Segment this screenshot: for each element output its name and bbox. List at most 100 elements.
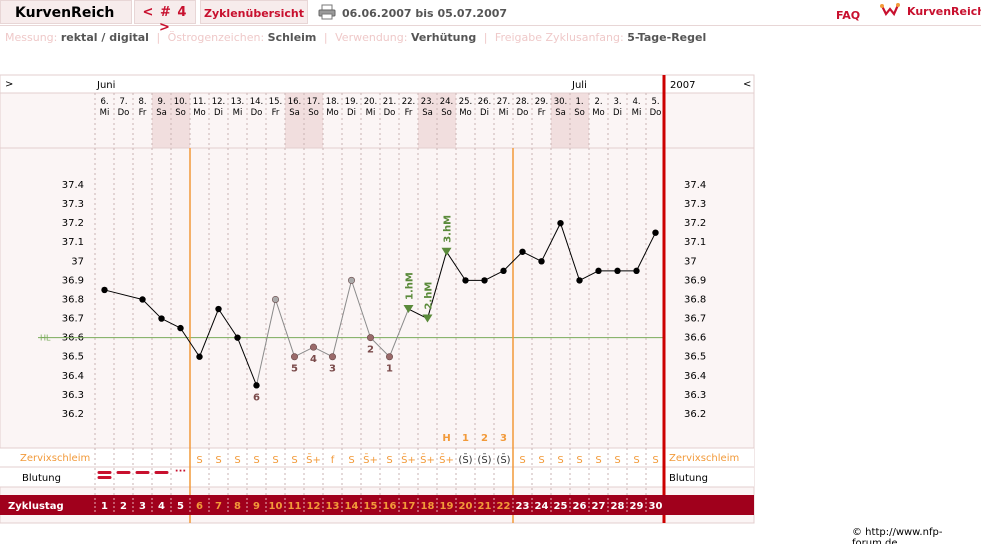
bleeding-mark: [154, 471, 169, 474]
y-tick-label-right: 36.2: [684, 409, 706, 420]
cycle-day-number: 16: [383, 501, 397, 512]
cycle-day-number: 17: [402, 501, 416, 512]
usage-value: Verhütung: [410, 31, 477, 44]
cervix-mark: (S̄): [458, 453, 472, 466]
cycle-navigation[interactable]: < # 4 >: [134, 0, 196, 35]
day-date-label: 17.: [307, 97, 321, 107]
cycle-start-rule-label: Freigabe Zyklusanfang:: [494, 31, 624, 44]
y-tick-label-left: 36.5: [62, 352, 84, 363]
day-date-label: 10.: [174, 97, 188, 107]
day-date-label: 19.: [345, 97, 359, 107]
temperature-line-segment: [351, 280, 371, 338]
bleeding-row-label-right: Blutung: [669, 473, 708, 484]
cervix-mark: S: [272, 455, 278, 466]
y-tick-label-right: 37: [684, 256, 697, 267]
cycle-day-number: 1: [101, 501, 108, 512]
excluded-count-label: 3: [329, 364, 336, 375]
temperature-point: [366, 334, 374, 342]
brand-logo-icon: [880, 3, 900, 17]
day-weekday-label: Mo: [326, 108, 339, 118]
cycle-start-rule-value: 5-Tage-Regel: [627, 31, 707, 44]
day-weekday-label: Fr: [405, 108, 413, 118]
higher-temperature-label: 3.hM: [443, 215, 454, 243]
cervix-peak-marker: 2: [481, 433, 488, 444]
brand-name: KurvenReich: [907, 5, 981, 18]
separator: |: [156, 31, 161, 44]
temperature-point: [309, 343, 317, 351]
cervix-mark: (S̄): [496, 453, 510, 466]
day-weekday-label: Mi: [233, 108, 243, 118]
temperature-point: [481, 277, 488, 284]
cervix-mark: S̄+: [420, 453, 435, 466]
temperature-point: [215, 305, 222, 313]
y-tick-label-left: 36.3: [62, 390, 84, 401]
higher-temperature-marker: [422, 314, 433, 323]
top-bar: KurvenReich < # 4 > Zyklenübersicht 06.0…: [0, 0, 981, 35]
day-date-label: 16.: [288, 97, 302, 107]
y-tick-label-right: 37.4: [684, 180, 706, 191]
day-weekday-label: Do: [118, 108, 130, 118]
temperature-line-segment: [199, 308, 219, 357]
bleeding-mark: [135, 471, 150, 474]
cycle-day-number: 28: [611, 501, 625, 512]
weekend-column-bg: [152, 93, 171, 148]
cycle-overview-button[interactable]: Zyklenübersicht: [200, 0, 308, 24]
temperature-line-segment: [560, 223, 580, 281]
y-tick-label-right: 36.7: [684, 314, 706, 325]
day-date-label: 23.: [421, 97, 435, 107]
day-date-label: 6.: [100, 97, 108, 107]
temperature-point: [538, 258, 545, 265]
day-date-label: 4.: [632, 97, 640, 107]
estrogen-value: Schleim: [267, 31, 317, 44]
y-tick-label-left: 36.8: [62, 294, 84, 305]
cycle-day-number: 4: [158, 501, 165, 512]
day-date-label: 28.: [516, 97, 530, 107]
printer-icon[interactable]: [318, 4, 336, 20]
cycle-day-number: 8: [234, 501, 241, 512]
higher-temperature-label: 2.hM: [424, 282, 435, 310]
temperature-point: [557, 219, 564, 227]
cervix-mark: S̄+: [401, 453, 416, 466]
cervix-mark: S: [652, 455, 658, 466]
day-weekday-label: So: [308, 108, 319, 118]
cervix-mark: S: [386, 455, 392, 466]
day-weekday-label: Mo: [459, 108, 472, 118]
y-tick-label-right: 37.3: [684, 199, 706, 210]
temperature-point: [290, 353, 298, 361]
cervix-row-label-right: Zervixschleim: [669, 453, 739, 464]
cycle-day-number: 26: [573, 501, 587, 512]
weekend-column-bg: [418, 93, 437, 148]
weekend-column-bg: [570, 93, 589, 148]
cervix-mark: S: [557, 455, 563, 466]
temperature-point: [234, 334, 241, 341]
day-weekday-label: Fr: [538, 108, 546, 118]
cycle-day-number: 5: [177, 501, 184, 512]
weekend-column-bg: [551, 93, 570, 148]
temperature-line-segment: [180, 327, 200, 357]
temperature-line-segment: [161, 318, 181, 329]
cervix-mark: S: [538, 455, 544, 466]
app-title[interactable]: KurvenReich: [0, 0, 132, 24]
temperature-point: [385, 353, 393, 361]
temperature-line-segment: [275, 299, 295, 357]
copyright-notice: © http://www.nfp-forum.de: [852, 527, 943, 544]
excluded-count-label: 1: [386, 364, 393, 375]
cycle-day-number: 14: [345, 501, 359, 512]
day-date-label: 26.: [478, 97, 492, 107]
higher-temperature-label: 1.hM: [405, 272, 416, 300]
bleeding-row-label: Blutung: [22, 473, 61, 484]
day-weekday-label: Fr: [139, 108, 147, 118]
bleeding-mark: [97, 471, 112, 474]
cycle-day-row-label: Zyklustag: [8, 501, 64, 512]
day-date-label: 15.: [269, 97, 283, 107]
y-tick-label-right: 36.8: [684, 294, 706, 305]
cycle-day-number: 22: [497, 501, 511, 512]
temperature-point: [652, 229, 659, 236]
estrogen-label: Östrogenzeichen:: [167, 31, 265, 44]
faq-link[interactable]: FAQ: [836, 9, 861, 22]
weekend-column-bg: [285, 93, 304, 148]
day-weekday-label: Mo: [193, 108, 206, 118]
cycle-day-row-bg: [0, 495, 754, 515]
temperature-point: [101, 286, 108, 294]
cervix-mark: S: [196, 455, 202, 466]
